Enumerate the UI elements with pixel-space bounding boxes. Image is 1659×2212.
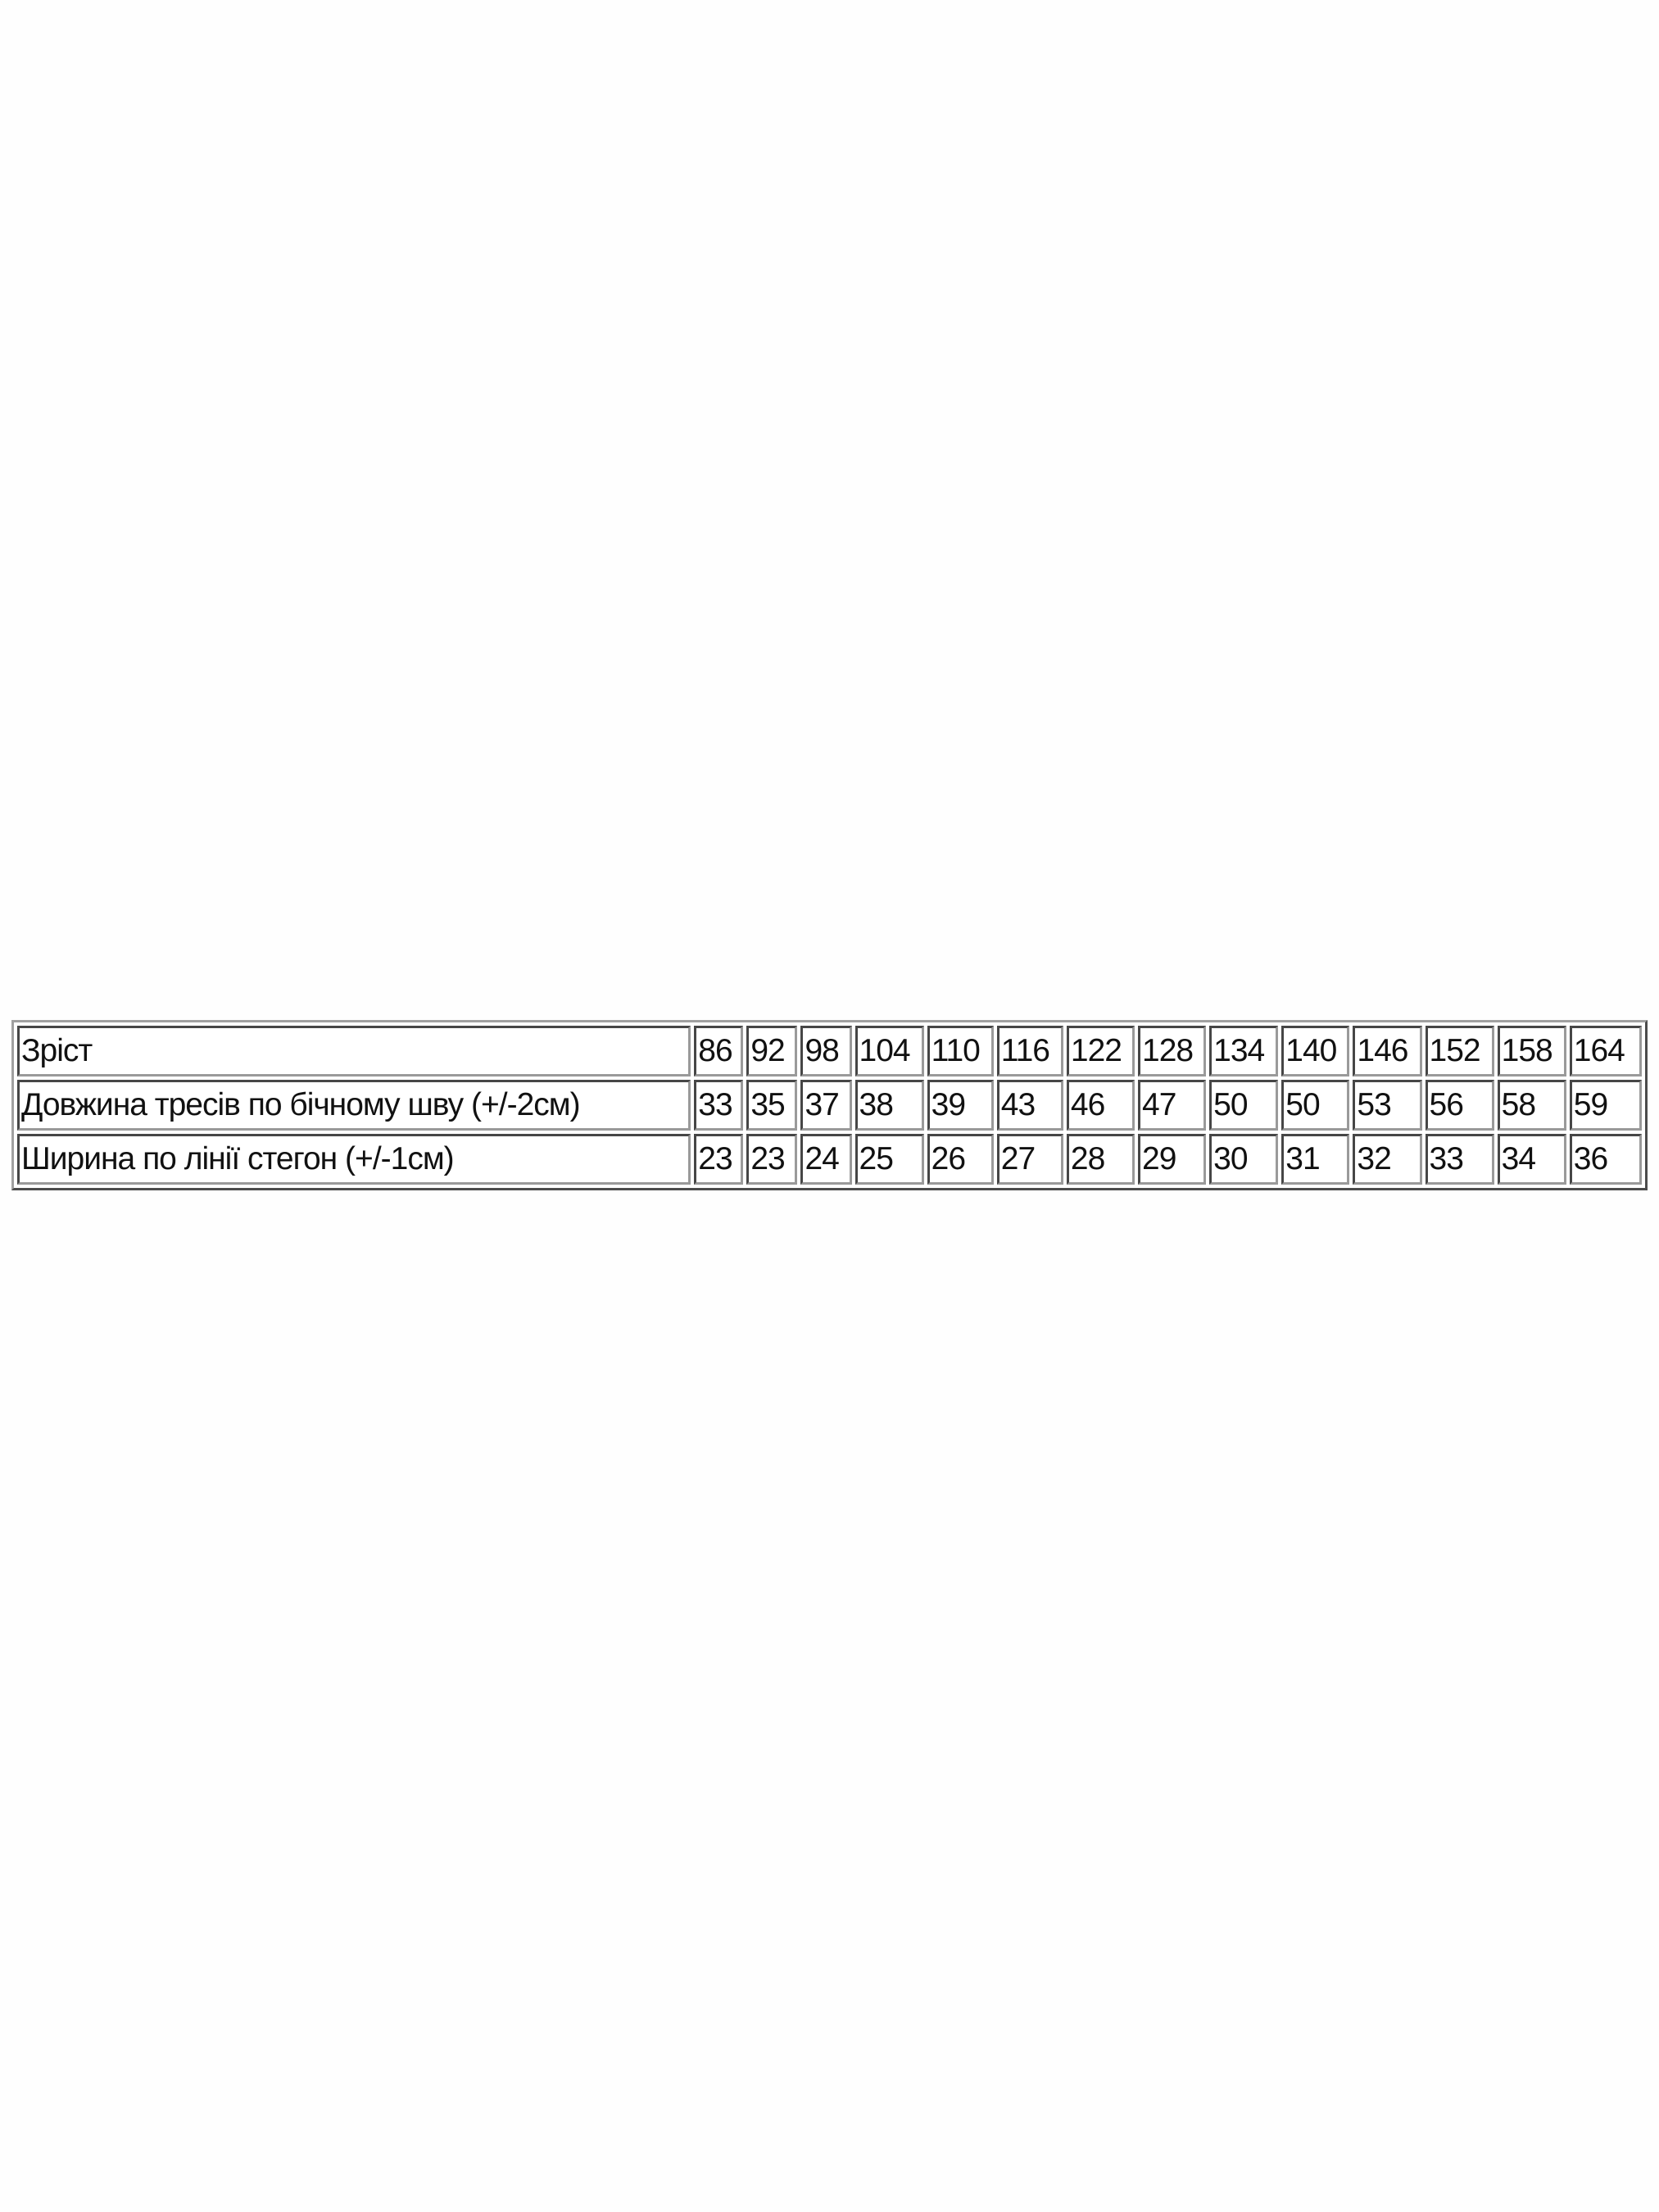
row-label: Зріст xyxy=(17,1026,691,1077)
strap-length-row: Довжина тресів по бічному шву (+/-2см) 33… xyxy=(17,1080,1642,1131)
table-cell: 27 xyxy=(996,1134,1063,1185)
table-cell: 116 xyxy=(996,1026,1063,1077)
table-cell: 86 xyxy=(694,1026,744,1077)
table-cell: 24 xyxy=(800,1134,852,1185)
table-cell: 134 xyxy=(1209,1026,1279,1077)
table-cell: 30 xyxy=(1209,1134,1279,1185)
height-row: Зріст 86 92 98 104 110 116 122 128 134 140 146 152 15… xyxy=(17,1026,1642,1077)
table-cell: 128 xyxy=(1138,1026,1207,1077)
table-cell: 25 xyxy=(854,1134,924,1185)
table-cell: 33 xyxy=(1425,1134,1494,1185)
size-chart-table: Зріст 86 92 98 104 110 116 122 128 134 140 146 152 15… xyxy=(11,1020,1648,1190)
table-cell: 29 xyxy=(1138,1134,1207,1185)
table-cell: 32 xyxy=(1353,1134,1422,1185)
table-cell: 59 xyxy=(1569,1080,1642,1131)
table-cell: 152 xyxy=(1425,1026,1494,1077)
table-cell: 146 xyxy=(1353,1026,1422,1077)
table-cell: 37 xyxy=(800,1080,852,1131)
table-cell: 34 xyxy=(1497,1134,1566,1185)
row-label: Довжина тресів по бічному шву (+/-2см) xyxy=(17,1080,691,1131)
table-cell: 46 xyxy=(1066,1080,1135,1131)
table-cell: 31 xyxy=(1281,1134,1350,1185)
table-cell: 164 xyxy=(1569,1026,1642,1077)
table-cell: 140 xyxy=(1281,1026,1350,1077)
table-cell: 35 xyxy=(746,1080,798,1131)
table-cell: 43 xyxy=(996,1080,1063,1131)
table-cell: 50 xyxy=(1281,1080,1350,1131)
table-cell: 26 xyxy=(927,1134,994,1185)
table-cell: 98 xyxy=(800,1026,852,1077)
table-cell: 23 xyxy=(746,1134,798,1185)
table-cell: 23 xyxy=(694,1134,744,1185)
table-cell: 104 xyxy=(854,1026,924,1077)
table-cell: 28 xyxy=(1066,1134,1135,1185)
table-cell: 33 xyxy=(694,1080,744,1131)
table-cell: 158 xyxy=(1497,1026,1566,1077)
row-label: Ширина по лінії стегон (+/-1см) xyxy=(17,1134,691,1185)
table-cell: 122 xyxy=(1066,1026,1135,1077)
table-cell: 56 xyxy=(1425,1080,1494,1131)
table-cell: 92 xyxy=(746,1026,798,1077)
table-cell: 110 xyxy=(927,1026,994,1077)
table-cell: 38 xyxy=(854,1080,924,1131)
table-cell: 39 xyxy=(927,1080,994,1131)
table-cell: 53 xyxy=(1353,1080,1422,1131)
table-cell: 50 xyxy=(1209,1080,1279,1131)
table-cell: 47 xyxy=(1138,1080,1207,1131)
table-cell: 58 xyxy=(1497,1080,1566,1131)
hip-width-row: Ширина по лінії стегон (+/-1см) 23 23 24 25 2… xyxy=(17,1134,1642,1185)
table-cell: 36 xyxy=(1569,1134,1642,1185)
